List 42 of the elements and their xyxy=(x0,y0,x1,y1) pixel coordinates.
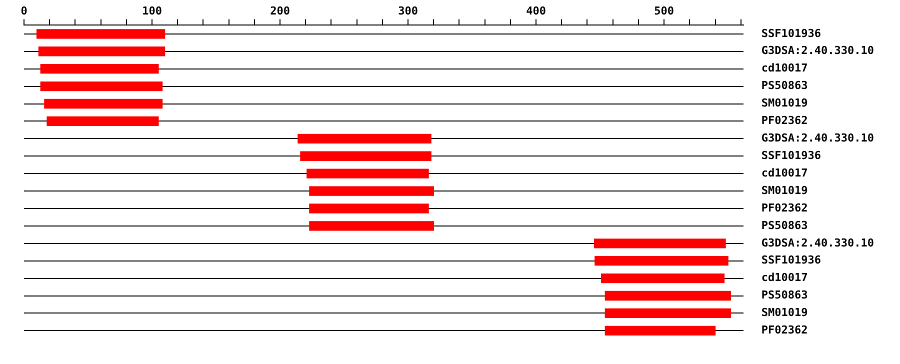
y-tick-label: SSF101936 xyxy=(761,26,822,40)
bar xyxy=(309,186,434,196)
y-tick-label: PS50863 xyxy=(761,218,808,232)
bar xyxy=(44,98,163,109)
bar xyxy=(600,273,725,284)
y-tick-label: PS50863 xyxy=(761,288,808,302)
y-tick-label: SM01019 xyxy=(761,184,808,197)
bar xyxy=(300,151,432,161)
bar xyxy=(604,326,716,336)
bar xyxy=(604,308,731,318)
y-tick-label: PF02362 xyxy=(761,324,808,337)
y-tick-label: SM01019 xyxy=(761,96,808,110)
y-tick-label: SSF101936 xyxy=(761,254,822,267)
y-tick-label: SM01019 xyxy=(761,306,808,320)
bar xyxy=(309,221,434,231)
y-tick-label: cd10017 xyxy=(761,271,808,284)
y-tick-label: PF02362 xyxy=(761,114,808,128)
x-tick-label: 100 xyxy=(142,4,162,18)
x-tick-label: 300 xyxy=(398,4,418,18)
bar xyxy=(36,29,166,39)
bar xyxy=(594,256,728,266)
y-tick-label: SSF101936 xyxy=(761,148,822,162)
bar xyxy=(46,116,159,126)
bar xyxy=(604,290,731,301)
x-tick-label: 0 xyxy=(20,4,28,18)
y-tick-label: cd10017 xyxy=(761,62,808,75)
bar xyxy=(298,134,432,144)
y-tick-label: PS50863 xyxy=(761,79,808,92)
x-tick-label: 500 xyxy=(654,4,674,18)
x-tick-label: 200 xyxy=(270,4,290,18)
bar xyxy=(38,46,166,56)
bar xyxy=(309,204,429,214)
bar xyxy=(40,81,163,92)
y-tick-label: G3DSA:2.40.330.10 xyxy=(761,236,874,250)
bar xyxy=(40,64,159,74)
y-tick-label: PF02362 xyxy=(761,201,808,214)
y-tick-label: G3DSA:2.40.330.10 xyxy=(761,132,874,145)
y-tick-label: G3DSA:2.40.330.10 xyxy=(761,44,874,58)
bar xyxy=(306,168,429,178)
y-tick-label: cd10017 xyxy=(761,166,808,180)
bar xyxy=(594,238,726,248)
x-tick-label: 400 xyxy=(526,4,546,18)
